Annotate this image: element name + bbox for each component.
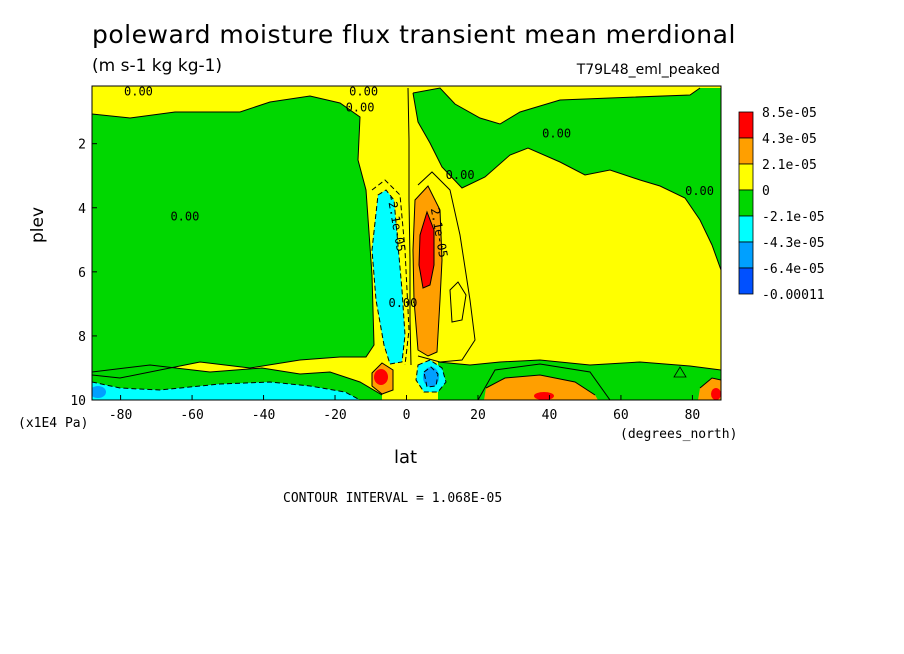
colorbar-swatch [738, 137, 754, 165]
contour-label: 0.00 [346, 101, 375, 115]
field-southern-negative [92, 96, 374, 378]
contour-line-equator-divide [407, 87, 412, 366]
colorbar-swatch [738, 189, 754, 217]
contour-label: 0.00 [349, 85, 378, 99]
contour-line-orange-north [485, 374, 596, 396]
field-blue-surface-south [92, 386, 106, 398]
colorbar-label: -0.00011 [762, 288, 825, 303]
x-tick-label: 40 [542, 408, 558, 423]
field-green-island [673, 366, 687, 378]
contour-line-zero-north-lower [412, 92, 721, 271]
y-tick-label: 4 [78, 202, 86, 217]
field-red-surface-pole [711, 388, 721, 400]
colorbar-label: -4.3e-05 [762, 236, 825, 251]
field-cyan-surface-south [92, 382, 360, 400]
y-tick-label: 2 [78, 138, 86, 153]
x-tick-label: 80 [685, 408, 701, 423]
contour-line-neg-column [371, 189, 406, 365]
colorbar-label: -2.1e-05 [762, 210, 825, 225]
contour-line-zero-south [92, 95, 375, 379]
x-tick-label: -60 [180, 408, 203, 423]
dataset-name: T79L48_eml_peaked [576, 62, 720, 78]
y-tick-label: 10 [70, 394, 86, 409]
y-tick-label: 8 [78, 330, 86, 345]
contour-line-yellow-north [477, 363, 611, 400]
colorbar-swatch [738, 215, 754, 243]
colorbar-label: -6.4e-05 [762, 262, 825, 277]
field-red-surface-south [374, 369, 388, 385]
contour-label: 0.00 [685, 184, 714, 198]
contour-line-neg-equator-inner [423, 366, 439, 388]
colorbar-label: 2.1e-05 [762, 158, 817, 173]
colorbar-swatch [738, 111, 754, 139]
x-tick-label: -20 [323, 408, 346, 423]
contour-line-surface-south [92, 364, 383, 396]
contour-line-neg-surface-south [92, 381, 361, 400]
y-axis-unit: (x1E4 Pa) [18, 416, 89, 431]
contour-line-red-core [418, 210, 435, 289]
field-cyan-column [372, 190, 405, 364]
contour-line-neg-outer [371, 179, 410, 366]
contour-line-pos-outer [417, 171, 476, 363]
x-axis-unit: (degrees_north) [620, 427, 738, 442]
contour-label: 0.00 [446, 168, 475, 182]
field-red-surface-north [534, 392, 554, 400]
contour-label: 0.00 [542, 126, 571, 140]
colorbar: 8.5e-05 4.3e-05 2.1e-05 0 -2.1e-05 -4.3e-05 -6… [738, 106, 825, 303]
contour-label: 0.00 [170, 210, 199, 224]
contour-line-neg-equator [415, 359, 447, 393]
contour-line-green-north [437, 359, 721, 371]
field-red-core [419, 212, 434, 288]
y-tick-label: 6 [78, 266, 86, 281]
contour-interval: CONTOUR INTERVAL = 1.068E-05 [283, 491, 503, 506]
field-blue-core [423, 367, 439, 387]
contour-line-pos-column [412, 185, 443, 357]
colorbar-label: 4.3e-05 [762, 132, 817, 147]
contour-line-orange-south [371, 362, 394, 395]
field-northern-negative-upper [413, 88, 721, 270]
chart-title: poleward moisture flux transient mean me… [92, 20, 736, 49]
contour-label: 0.00 [124, 85, 153, 99]
x-tick-label: -40 [252, 408, 275, 423]
x-tick-label: 60 [613, 408, 629, 423]
x-axis-label: lat [394, 447, 418, 468]
colorbar-label: 8.5e-05 [762, 106, 817, 121]
contour-line-pos-loop [449, 281, 467, 323]
contour-label: 0.00 [388, 296, 417, 310]
colorbar-swatch [738, 163, 754, 191]
colorbar-swatch [738, 241, 754, 269]
x-tick-label: 0 [403, 408, 411, 423]
chart-units: (m s-1 kg kg-1) [92, 56, 223, 76]
contour-line-pole-orange [699, 377, 721, 389]
x-tick-label: -80 [109, 408, 132, 423]
x-tick-label: 20 [470, 408, 486, 423]
colorbar-swatch [738, 267, 754, 295]
colorbar-label: 0 [762, 184, 770, 199]
contour-line-zero-north [412, 87, 701, 125]
